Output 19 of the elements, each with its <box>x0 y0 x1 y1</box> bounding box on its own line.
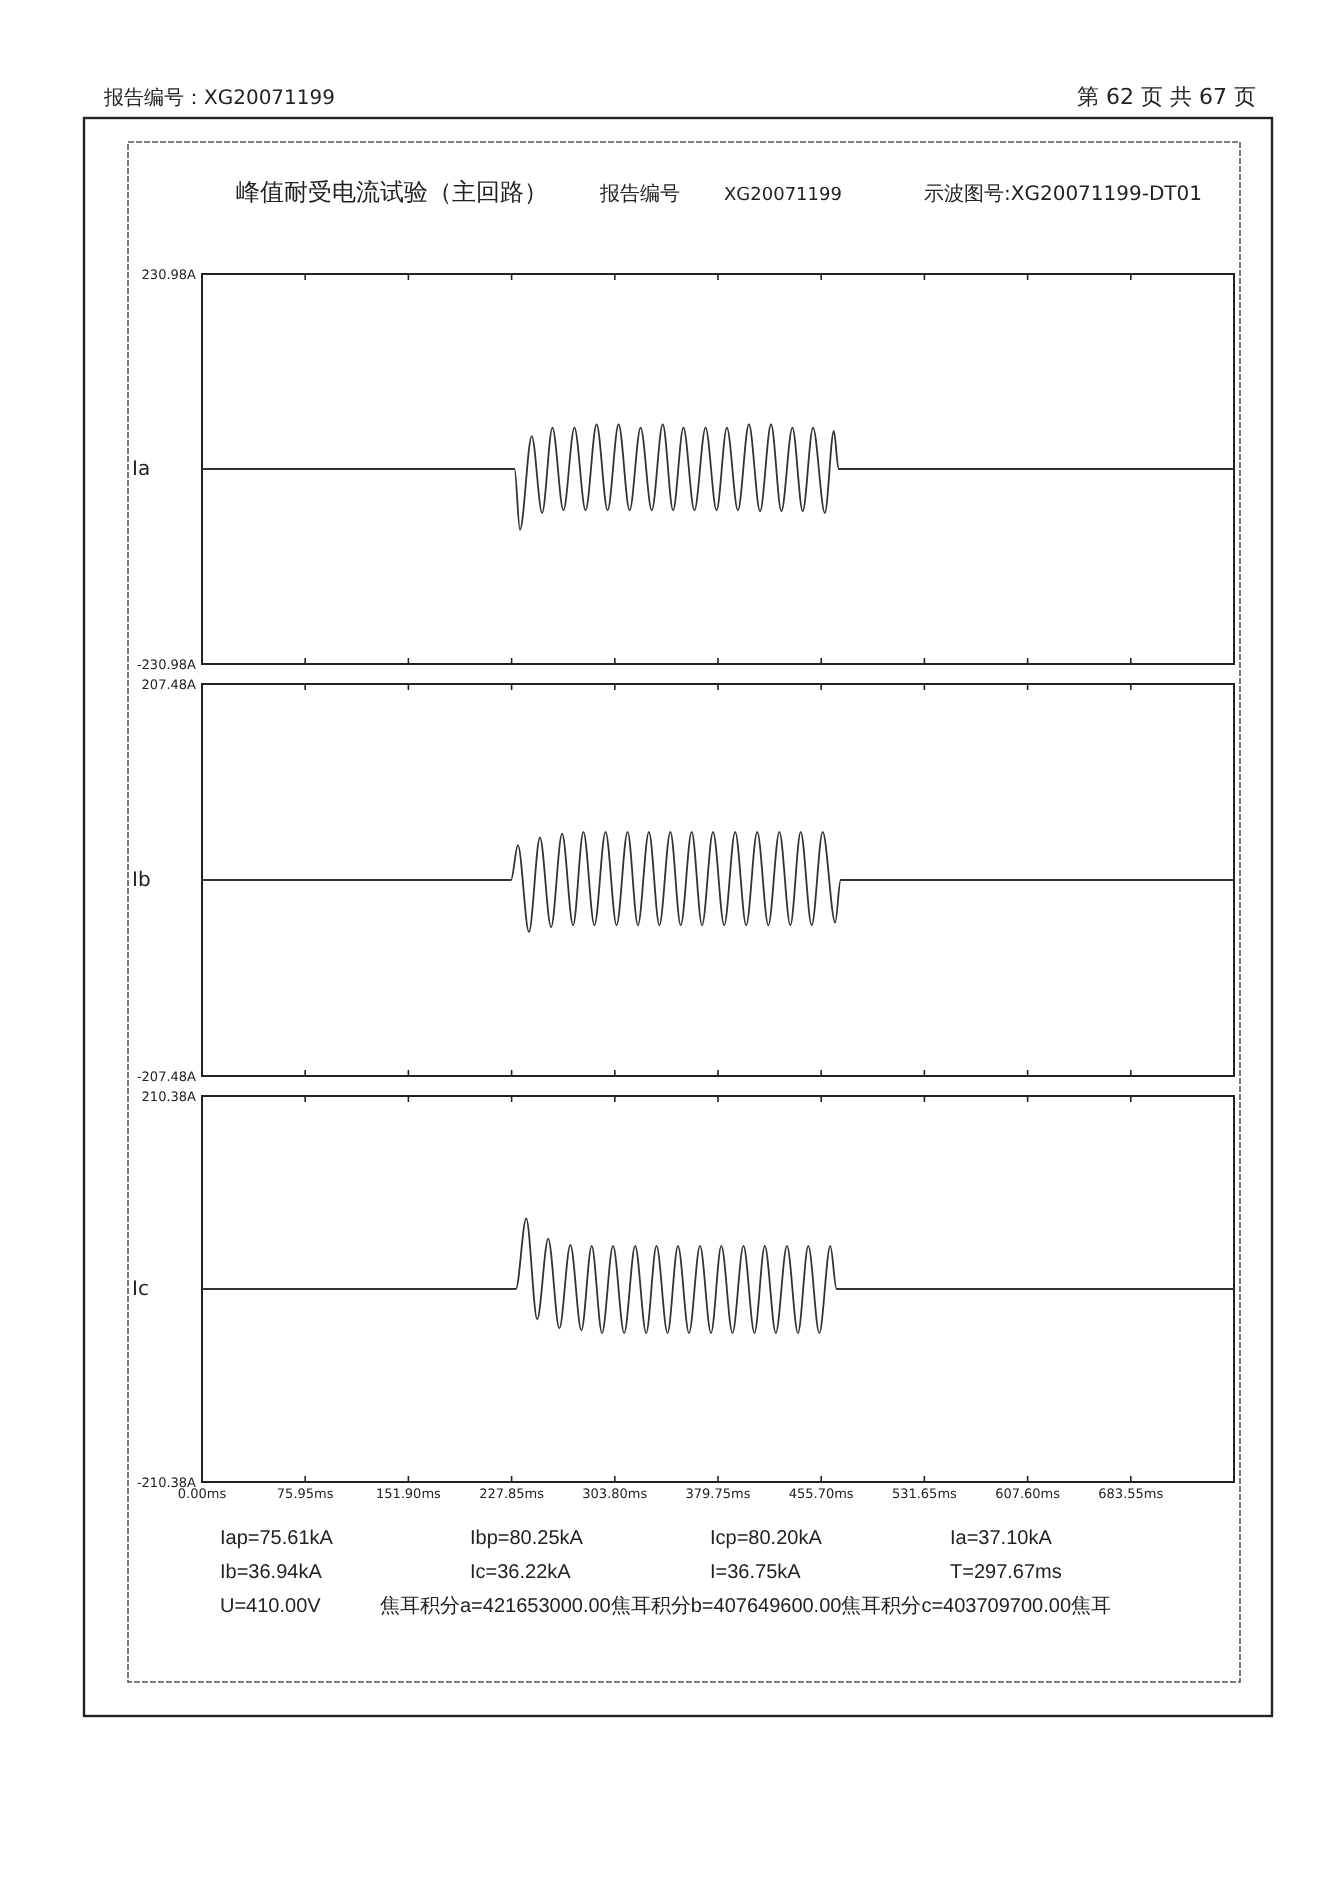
chart-title: 峰值耐受电流试验（主回路） <box>236 178 548 206</box>
text: Ib=36.94kA <box>220 1562 323 1584</box>
y-axis-title: Ib <box>132 870 151 892</box>
text: 示波图号:XG20071199-DT01 <box>924 182 1203 206</box>
y-axis-title: Ia <box>132 459 151 481</box>
text: 第 62 页 共 67 页 <box>1077 84 1256 110</box>
text: U=410.00V <box>220 1596 322 1618</box>
text: Ic=36.22kA <box>470 1562 572 1584</box>
text: T=297.67ms <box>950 1562 1062 1584</box>
text: Ibp=80.25kA <box>470 1528 584 1550</box>
text: 报告编号 <box>598 182 680 206</box>
text: XG20071199 <box>724 186 843 206</box>
text: 报告编号：XG20071199 <box>102 86 335 110</box>
text: I=36.75kA <box>710 1562 802 1584</box>
y-axis-title: Ic <box>132 1279 149 1301</box>
text: 焦耳积分a=421653000.00焦耳积分b=407649600.00焦耳积分c=403709700.00焦耳 <box>380 1594 1112 1618</box>
text: Iap=75.61kA <box>220 1528 334 1550</box>
text: Ia=37.10kA <box>950 1528 1053 1550</box>
text: Icp=80.20kA <box>710 1528 823 1550</box>
